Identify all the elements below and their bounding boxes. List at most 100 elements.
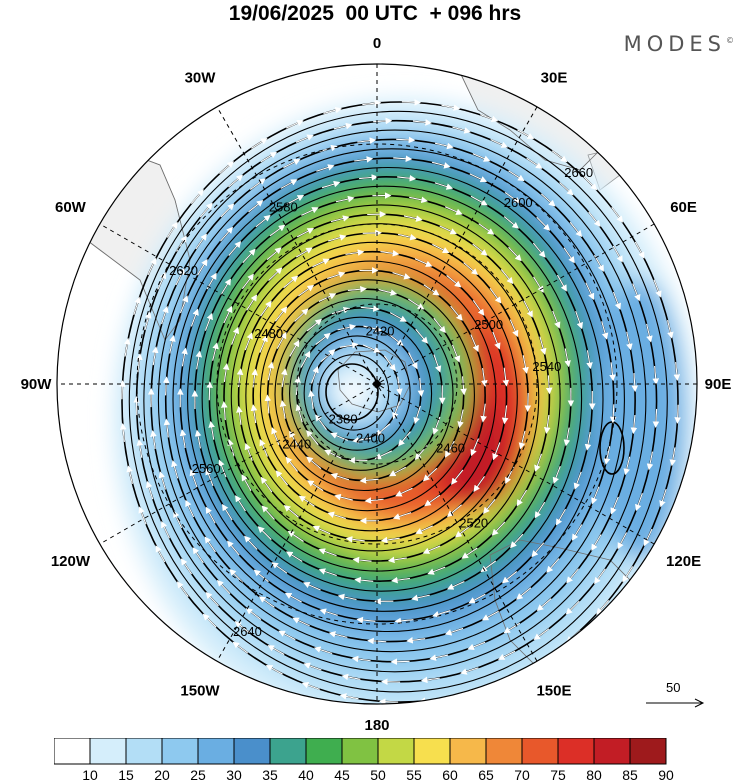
wind-vector-arrow <box>451 344 461 363</box>
contour-line <box>303 335 411 451</box>
wind-vector-arrow <box>545 375 553 395</box>
wind-vector-arrow <box>339 342 359 349</box>
wind-vector-arrow <box>296 228 315 238</box>
contour-line <box>128 110 668 693</box>
svg-text:2440: 2440 <box>282 437 311 452</box>
wind-vector-arrow <box>306 456 322 470</box>
wind-vector-arrow <box>406 637 426 644</box>
wind-vector-arrow <box>503 622 521 634</box>
wind-vector-arrow <box>295 134 314 143</box>
wind-vector-arrow <box>473 476 485 492</box>
wind-vector-arrow <box>517 129 535 140</box>
wind-vector-arrow <box>267 645 285 655</box>
colorbar-label: 75 <box>550 767 566 782</box>
wind-vector-arrow <box>133 296 141 316</box>
contour-line <box>289 316 433 471</box>
wind-vector-arrow <box>526 157 543 169</box>
wind-vector-arrow <box>259 334 268 353</box>
wind-vector-arrow <box>470 195 488 206</box>
wind-vector-arrow <box>318 568 337 577</box>
wind-vector-arrow <box>327 511 346 520</box>
wind-vector-arrow <box>185 499 195 518</box>
wind-vector-arrow <box>583 176 598 191</box>
colorbar-swatch <box>485 738 523 765</box>
contour-label: 2380 <box>329 411 358 426</box>
wind-vector-arrow <box>452 126 471 134</box>
wind-vector-arrow <box>374 450 393 460</box>
longitude-labels: 0 30E 60E 90E 120E 150E 180 150W 120W 90W 60W 30W <box>21 35 732 734</box>
wind-vector-arrow <box>508 246 522 262</box>
wind-vector-arrow <box>229 568 244 583</box>
colorbar-swatch <box>341 738 379 765</box>
wind-vector-arrow <box>199 202 213 218</box>
wind-vector-arrow <box>569 221 583 238</box>
wind-vector-arrow <box>260 300 272 317</box>
wind-vector-arrow <box>564 348 571 368</box>
wind-vector-arrow <box>195 350 203 370</box>
wind-vector-arrow <box>330 215 350 223</box>
wind-vector-arrow <box>362 99 382 107</box>
colorbar-swatch <box>593 738 631 765</box>
wind-vector-arrow <box>313 646 333 654</box>
wind-vector-arrow <box>220 278 231 296</box>
wind-vector-arrow <box>136 438 144 458</box>
wind-vector-arrow <box>391 576 411 584</box>
shade-inner-white <box>338 378 366 406</box>
wind-vector-arrow <box>591 486 600 505</box>
longitude-label: 90W <box>21 376 53 393</box>
wind-vector-arrow <box>403 215 423 222</box>
wind-vector-arrow <box>319 608 338 616</box>
wind-vector-arrow <box>241 474 252 492</box>
wind-vector-arrow <box>492 331 501 350</box>
wind-vector-arrow <box>295 403 303 423</box>
wind-vector-arrow <box>432 610 451 618</box>
colorbar-label: 55 <box>406 767 422 782</box>
wind-vector-arrow <box>227 540 240 556</box>
wind-vector-arrow <box>145 480 154 500</box>
wind-vector-arrow <box>363 325 382 333</box>
longitude-label: 60E <box>670 199 697 216</box>
colorbar-label: 35 <box>262 767 278 782</box>
wind-vector-arrow <box>415 525 433 535</box>
map-title: 19/06/2025 00 UTC + 096 hrs <box>228 2 522 25</box>
wind-vector-arrow <box>523 300 533 318</box>
contour-line <box>318 354 390 431</box>
colorbar-swatch <box>125 738 163 765</box>
wind-vector-arrow <box>180 558 193 575</box>
wind-vector-arrow <box>283 505 299 518</box>
wind-vector-arrow <box>439 225 457 235</box>
colorbar-label: 30 <box>226 767 242 782</box>
contour-label: 2540 <box>532 359 561 374</box>
wind-vector-arrow <box>265 664 283 675</box>
wind-vector-arrow <box>460 376 467 396</box>
wind-vector-arrow <box>631 373 639 393</box>
longitude-label: 60W <box>55 199 87 216</box>
wind-vector-arrow <box>652 408 660 428</box>
wind-vector-arrow <box>246 294 258 311</box>
wind-vector-arrow <box>463 262 479 276</box>
contour-label: 2460 <box>436 441 465 456</box>
wind-vector-arrow <box>261 505 275 520</box>
wind-vector-arrow <box>383 355 396 372</box>
wind-vector-arrow <box>450 305 463 321</box>
wind-vector-arrow <box>228 174 244 188</box>
wind-vector-arrow <box>446 580 465 590</box>
wind-vector-arrow <box>534 501 546 519</box>
wind-vector-arrow <box>347 285 367 293</box>
longitude-label: 90E <box>705 376 732 393</box>
wind-vector-arrow <box>500 269 514 285</box>
wind-vector-arrow <box>492 442 501 461</box>
wind-vector-arrow <box>502 367 510 387</box>
wind-vector-arrow <box>250 404 258 424</box>
wind-vector-arrow <box>394 617 414 625</box>
wind-vector-arrow <box>359 477 379 484</box>
wind-vector-arrow <box>481 367 488 387</box>
svg-text:2640: 2640 <box>233 624 262 639</box>
colorbar-label: 10 <box>82 767 98 782</box>
wind-vector-arrow <box>334 493 353 501</box>
wind-vector-arrow <box>275 470 289 486</box>
wind-vector-arrow <box>392 401 401 420</box>
wind-vector-arrow <box>271 562 288 574</box>
wind-vector-arrow <box>202 613 217 628</box>
contour-line <box>274 297 454 492</box>
